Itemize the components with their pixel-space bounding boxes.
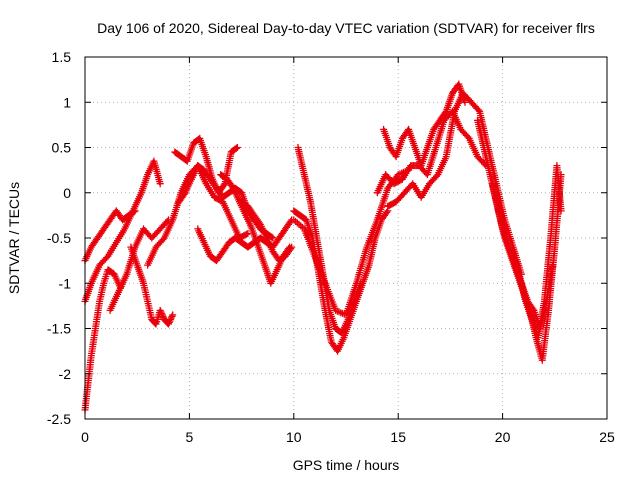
y-tick-label: 1 — [63, 94, 71, 110]
y-axis-label: SDTVAR / TECUs — [6, 182, 22, 294]
axis-ticks: 0 5 10 15 20 25 -2.5 -2 -1.5 -1 -0.5 0 0.5 1 1.5 — [47, 49, 615, 445]
y-tick-label: -2.5 — [47, 411, 71, 427]
data-marker-path — [373, 107, 490, 197]
data-marker-path — [238, 198, 296, 265]
data-marker-path — [384, 89, 525, 278]
x-tick-label: 10 — [286, 429, 302, 445]
x-tick-label: 20 — [495, 429, 511, 445]
y-tick-label: 0.5 — [52, 140, 72, 156]
y-tick-label: -2 — [59, 366, 72, 382]
data-marker-path — [127, 243, 177, 328]
series-track-15 — [380, 80, 469, 170]
data-marker-path — [380, 80, 469, 170]
y-tick-label: 0 — [63, 185, 71, 201]
series-track-11 — [238, 198, 296, 265]
data-marker-path — [509, 162, 565, 342]
series-track-14 — [290, 166, 413, 319]
x-tick-label: 15 — [390, 429, 406, 445]
y-tick-label: -1 — [59, 275, 72, 291]
x-tick-label: 0 — [81, 429, 89, 445]
x-tick-label: 5 — [186, 429, 194, 445]
y-tick-label: -1.5 — [47, 321, 71, 337]
x-tick-label: 25 — [599, 429, 615, 445]
data-marker-path — [290, 166, 413, 319]
y-tick-label: -0.5 — [47, 230, 71, 246]
chart-title: Day 106 of 2020, Sidereal Day-to-day VTE… — [97, 20, 595, 36]
series-track-5 — [127, 243, 177, 328]
series-track-16 — [373, 107, 490, 197]
series-track-17 — [384, 89, 525, 278]
series-track-20 — [509, 162, 565, 342]
x-axis-label: GPS time / hours — [293, 457, 400, 473]
y-tick-label: 1.5 — [52, 49, 72, 65]
